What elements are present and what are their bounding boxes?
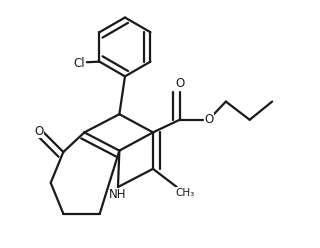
Text: NH: NH: [109, 188, 127, 201]
Text: O: O: [34, 124, 43, 137]
Text: O: O: [204, 113, 213, 126]
Text: O: O: [175, 77, 184, 91]
Text: Cl: Cl: [73, 57, 85, 69]
Text: CH₃: CH₃: [175, 188, 194, 198]
